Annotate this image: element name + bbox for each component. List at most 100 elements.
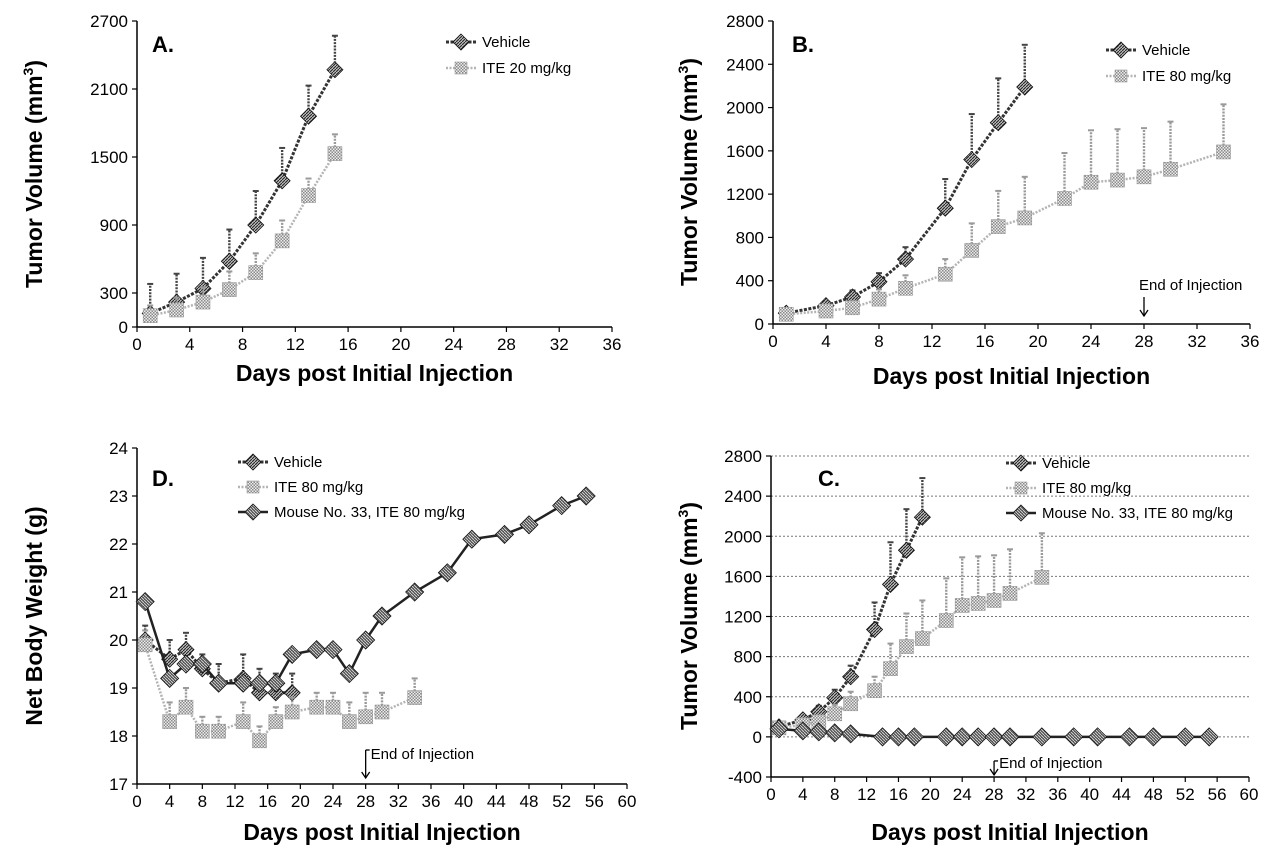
legend-marker	[452, 33, 470, 51]
chart-panel-b: 0 4 8 12 16 20 24 28 32 36 0 400 800 1200 1600 2000 2400…	[675, 12, 1259, 389]
annotation-arrowhead	[361, 771, 371, 780]
data-point	[809, 722, 829, 742]
y-axis-title-close: )	[676, 58, 702, 66]
legend-entry: ITE 20 mg/kg	[446, 60, 571, 77]
data-point	[818, 303, 834, 319]
legend-marker	[1012, 454, 1030, 472]
legend-label: Mouse No. 33, ITE 80 mg/kg	[1042, 505, 1233, 522]
data-point	[1088, 727, 1108, 747]
data-point	[990, 219, 1006, 234]
data-point	[1002, 586, 1018, 601]
legend-label: ITE 80 mg/kg	[274, 479, 363, 496]
x-tick-label: 56	[1208, 785, 1227, 804]
y-tick-label: 2100	[90, 80, 128, 99]
y-tick-label: 2400	[726, 55, 764, 74]
x-tick-label: 4	[165, 792, 174, 811]
x-tick-label: 12	[923, 332, 942, 351]
panel-letter: C.	[818, 466, 840, 491]
series-ite	[137, 629, 422, 749]
y-axis-title-close: )	[21, 60, 47, 68]
x-tick-label: 8	[238, 335, 247, 354]
data-point	[793, 721, 813, 741]
chart-panel-c: 0 4 8 12 16 20 24 28 32 36 40 44 48 52 56 60-4000400800…	[675, 447, 1258, 845]
data-point	[299, 107, 318, 125]
data-point	[301, 188, 316, 203]
x-tick-label: 32	[389, 792, 408, 811]
x-axis-title: Days post Initial Injection	[243, 819, 520, 845]
y-tick-label: 20	[109, 631, 128, 650]
x-tick-label: 32	[1016, 785, 1035, 804]
data-point	[1216, 144, 1231, 160]
x-tick-label: 48	[1144, 785, 1163, 804]
annotation-arrowhead	[989, 768, 999, 777]
data-point	[372, 606, 392, 626]
x-tick-label: 8	[198, 792, 207, 811]
data-point	[1110, 172, 1125, 188]
x-axis-title: Days post Initial Injection	[236, 360, 513, 386]
x-tick-label: 44	[1112, 785, 1131, 804]
series-vehicle	[141, 34, 344, 322]
x-tick-label: 56	[585, 792, 604, 811]
annotation-end-of-injection: End of Injection	[989, 755, 1102, 777]
y-tick-label: 0	[753, 728, 762, 747]
data-point	[883, 661, 898, 676]
y-tick-label: 21	[109, 583, 128, 602]
data-point	[769, 719, 789, 739]
panel-letter: B.	[792, 32, 814, 57]
data-point	[142, 308, 158, 323]
x-tick-label: 60	[1240, 785, 1259, 804]
data-point	[284, 704, 300, 720]
data-point	[252, 733, 267, 749]
y-tick-label: 800	[736, 228, 764, 247]
data-point	[937, 266, 953, 282]
x-tick-label: 16	[889, 785, 908, 804]
data-point	[160, 668, 180, 688]
data-point	[1163, 161, 1178, 177]
legend-label: Vehicle	[1142, 42, 1190, 59]
x-tick-label: 16	[339, 335, 358, 354]
data-point	[1034, 570, 1050, 585]
data-point	[1017, 210, 1033, 226]
legend-entry: Vehicle	[238, 453, 322, 471]
y-tick-label: 0	[119, 318, 128, 337]
x-axis-title: Days post Initial Injection	[871, 819, 1148, 845]
x-tick-label: 24	[444, 335, 463, 354]
data-point	[1064, 727, 1084, 747]
y-axis-title-superscript: 3	[675, 65, 691, 73]
y-tick-label: 2800	[726, 12, 764, 31]
y-tick-label: 1500	[90, 148, 128, 167]
y-tick-label: 2700	[90, 12, 128, 31]
series-line	[785, 86, 1026, 315]
data-point	[841, 724, 861, 744]
legend-marker	[244, 453, 262, 471]
data-point	[842, 668, 860, 686]
data-point	[899, 639, 914, 654]
legend-marker	[1012, 504, 1030, 522]
data-point	[178, 699, 194, 715]
data-point	[356, 630, 376, 650]
y-axis-title-close: )	[676, 502, 702, 510]
y-axis-title-superscript: 3	[675, 509, 691, 517]
legend-entry: Mouse No. 33, ITE 80 mg/kg	[238, 503, 465, 521]
data-point	[235, 714, 251, 729]
data-point	[192, 654, 212, 674]
chart-panel-a: 0 4 8 12 16 20 24 28 32 36 0 300 900 1500 2100 2700 Days…	[20, 12, 621, 386]
panel-letter: A.	[152, 32, 174, 57]
legend-label: ITE 80 mg/kg	[1042, 480, 1131, 497]
data-point	[897, 541, 915, 559]
y-axis-title-text: Tumor Volume (mm	[676, 517, 702, 730]
x-tick-label: 0	[768, 332, 777, 351]
data-point	[871, 291, 887, 307]
data-point	[845, 300, 860, 316]
x-tick-label: 24	[1082, 332, 1101, 351]
data-point	[1119, 727, 1140, 747]
data-point	[1000, 727, 1020, 747]
legend-label: Vehicle	[482, 34, 530, 51]
y-tick-label: 17	[109, 775, 128, 794]
y-axis-title-text: Tumor Volume (mm	[21, 75, 47, 288]
data-point	[250, 684, 269, 702]
legend-label: ITE 80 mg/kg	[1142, 68, 1231, 85]
x-tick-label: 12	[857, 785, 876, 804]
data-point	[462, 529, 482, 549]
